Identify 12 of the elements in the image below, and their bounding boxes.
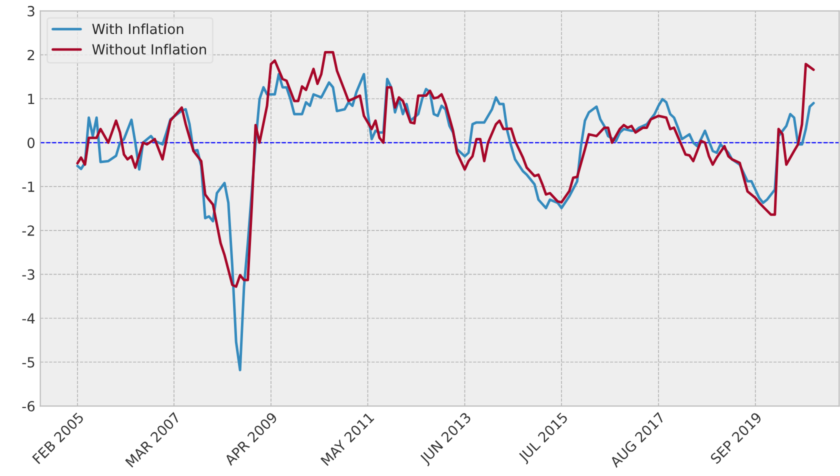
legend-label: With Inflation (92, 23, 184, 34)
y-tick-label: -6 (22, 400, 35, 412)
y-tick-label: -3 (22, 269, 34, 280)
y-tick-label: 0 (28, 138, 35, 148)
y-tick-label: -5 (22, 357, 34, 368)
y-tick-label: -2 (22, 225, 34, 236)
legend-label: Without Inflation (92, 44, 206, 55)
y-tick-label: 2 (28, 50, 34, 60)
y-tick-label: 3 (28, 6, 34, 16)
y-tick-label: -1 (22, 182, 34, 192)
y-tick-label: -4 (22, 313, 35, 324)
y-tick-label: 1 (28, 94, 34, 104)
